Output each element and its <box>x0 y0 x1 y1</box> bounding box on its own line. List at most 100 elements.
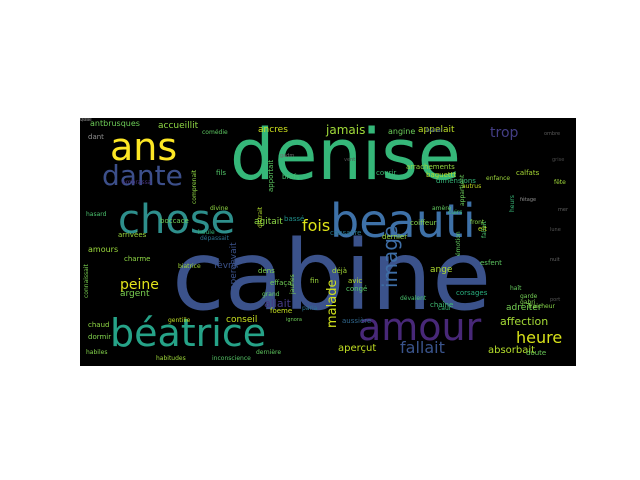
word-75: dépassait <box>200 235 229 242</box>
word-41: dernier <box>382 233 408 241</box>
word-20: conseil <box>226 315 258 325</box>
word-89: enfance <box>486 175 511 182</box>
word-104: grise <box>552 157 565 163</box>
word-93: elt <box>478 225 487 233</box>
word-79: aussière <box>342 317 372 325</box>
word-cloud: cabine denise beauti chose béatrice amour ans d… <box>80 118 576 366</box>
word-84: apportait <box>267 159 275 192</box>
word-72: hasard <box>86 211 107 218</box>
word-25: antbrusques <box>90 119 140 128</box>
word-74: houle <box>198 229 215 236</box>
word-59: garde <box>520 293 538 300</box>
word-26: agitait <box>254 217 283 227</box>
word-78: allait <box>264 297 291 310</box>
word-69: inconscience <box>212 355 251 362</box>
word-109: vent <box>344 157 356 163</box>
word-77: aperçevait <box>229 242 239 290</box>
word-58: haît <box>510 285 522 292</box>
word-94: front <box>470 219 485 226</box>
word-92: avic <box>348 277 363 285</box>
word-81: déjà <box>332 267 347 275</box>
word-52: congé <box>346 285 368 293</box>
word-96: émotion <box>455 231 462 256</box>
word-43: arrachements <box>406 163 455 171</box>
word-22: appelait <box>418 125 455 135</box>
word-18: absorbait <box>488 345 536 356</box>
word-65: foeme <box>270 307 293 315</box>
word-44: bassé <box>284 215 305 223</box>
word-60: gabri <box>520 299 536 306</box>
word-101: fétage <box>520 197 537 203</box>
word-98: heurs <box>509 195 516 212</box>
word-80: paria <box>302 305 318 312</box>
word-24: adreiter <box>506 303 542 313</box>
word-50: effaça <box>270 279 292 287</box>
word-62: chaud <box>88 321 110 329</box>
word-10: fallait <box>400 338 445 357</box>
word-35: fils <box>216 169 227 177</box>
word-102: ombre <box>544 131 561 137</box>
word-111: quai <box>80 118 91 123</box>
word-110: rive <box>80 118 90 123</box>
word-16: jamais <box>326 123 366 137</box>
word-39: calfats <box>516 169 540 177</box>
word-88: autrus <box>462 183 482 190</box>
word-31: dant <box>88 133 104 141</box>
word-7: ans <box>110 125 178 169</box>
word-36: brefs <box>282 173 300 181</box>
word-61: fraicheur <box>528 303 555 310</box>
word-8: dante <box>102 159 183 192</box>
word-11: heure <box>516 328 563 347</box>
word-97: cuirs <box>448 209 463 216</box>
word-95: amère <box>432 205 452 212</box>
word-103: gadm <box>280 153 295 159</box>
word-71: doute <box>526 349 547 357</box>
word-63: dormir <box>88 333 112 341</box>
word-67: habiles <box>86 349 108 356</box>
word-42: baguettt <box>426 171 457 179</box>
word-6: amour <box>358 305 482 349</box>
word-21: accueillit <box>158 121 199 131</box>
word-45: consacre <box>330 229 362 237</box>
word-5: béatrice <box>110 311 267 355</box>
word-105: lune <box>550 227 561 233</box>
word-40: divine <box>210 205 229 212</box>
word-3: beauti <box>330 194 476 248</box>
word-73: boccace <box>160 217 189 225</box>
word-17: affection <box>500 315 549 328</box>
word-100: appartient <box>459 174 466 206</box>
word-56: corsages <box>456 289 488 297</box>
word-19: aperçut <box>338 343 377 354</box>
word-49: dens <box>258 267 275 275</box>
word-91: fin <box>310 277 319 285</box>
word-57: esfent <box>480 259 502 267</box>
word-48: biatrice <box>178 263 201 270</box>
word-47: charme <box>124 255 151 263</box>
word-29: ange <box>430 265 453 275</box>
word-32: comédie <box>202 129 228 136</box>
word-64: gentille <box>168 317 191 324</box>
word-66: ignora <box>286 317 302 323</box>
word-23: ancres <box>258 125 288 135</box>
word-68: habitudes <box>156 355 186 362</box>
word-76: embrassa <box>122 179 152 186</box>
word-83: comprenait <box>191 169 198 204</box>
word-87: bazar <box>426 127 443 134</box>
word-33: coiffeur <box>410 219 437 227</box>
word-14: malade <box>325 279 340 328</box>
word-70: dernière <box>256 349 282 356</box>
word-1: cabine <box>172 220 492 332</box>
word-108: port <box>550 297 561 303</box>
word-37: courir <box>376 169 397 177</box>
word-2: denise <box>230 118 461 196</box>
word-34: angine <box>388 127 416 136</box>
word-86: jaunes <box>289 274 296 294</box>
word-85: distrait <box>257 206 264 228</box>
word-12: fois <box>302 216 331 235</box>
word-82: connaissait <box>83 264 90 298</box>
word-53: dévalent <box>400 295 427 302</box>
word-28: amours <box>88 245 119 254</box>
word-38: dimensions <box>436 177 476 185</box>
word-46: arrivées <box>118 231 147 239</box>
word-4: chose <box>118 197 236 243</box>
